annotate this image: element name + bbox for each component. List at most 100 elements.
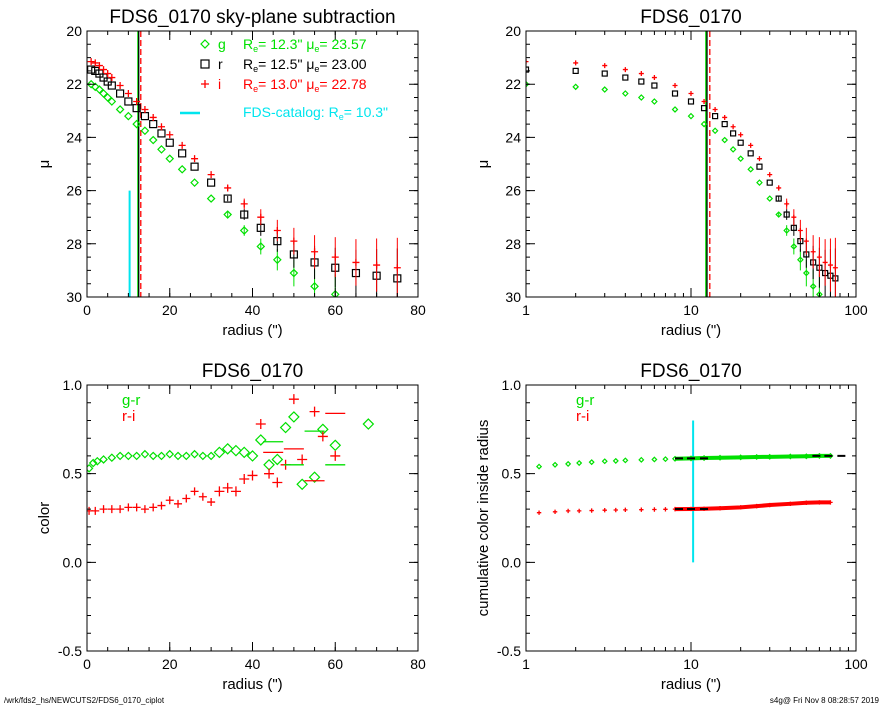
point-r-i	[190, 487, 199, 496]
point-ri	[804, 500, 809, 505]
point-ri	[602, 507, 607, 513]
legend-entry: FDS-catalog: Re= 10.3"	[243, 104, 388, 122]
y-tick-label: 1.0	[63, 377, 83, 393]
point-gr	[787, 453, 794, 460]
point-g-r	[148, 451, 158, 461]
point-g	[310, 282, 319, 291]
point-ri	[767, 502, 772, 508]
point-ri	[817, 500, 822, 505]
legend-symbol	[200, 39, 210, 49]
point-r	[721, 120, 728, 128]
point-i	[257, 213, 265, 221]
point-i	[87, 58, 95, 66]
point-ri	[663, 507, 668, 512]
point-gr	[622, 457, 629, 464]
point-i	[573, 60, 579, 66]
panel-1: FDS6_0170 sky-plane subtraction radius ("…	[36, 7, 426, 339]
point-i	[688, 91, 694, 97]
point-g	[671, 106, 679, 113]
point-ri	[754, 503, 759, 509]
point-g-r	[181, 451, 191, 461]
point-r	[572, 67, 579, 75]
point-gr	[601, 458, 608, 465]
point-g	[256, 242, 266, 251]
point-ri	[613, 507, 618, 513]
legend-entry: Re= 12.3" μe= 23.57	[243, 36, 367, 54]
point-r	[107, 81, 116, 90]
point-g	[721, 136, 729, 144]
point-i	[832, 265, 838, 271]
x-tick-label: 1	[522, 656, 530, 672]
x-axis-label: radius (")	[222, 676, 282, 693]
point-g	[783, 227, 791, 234]
point-r	[124, 97, 133, 106]
point-r	[766, 179, 773, 186]
point-g	[651, 98, 658, 105]
point-gr	[612, 457, 619, 464]
point-i	[602, 63, 608, 69]
x-axis-label: radius (")	[661, 322, 721, 339]
point-i	[240, 200, 248, 208]
series-ri	[674, 500, 831, 512]
y-tick-label: 24	[66, 129, 82, 145]
point-r	[687, 98, 695, 105]
point-g	[637, 94, 645, 101]
point-r	[790, 224, 797, 231]
x-axis-label: radius (")	[222, 322, 282, 339]
point-i	[100, 66, 108, 74]
point-gr	[576, 459, 583, 467]
point-g-r	[99, 455, 108, 464]
point-gr	[565, 460, 572, 467]
point-r	[240, 210, 249, 219]
point-g	[601, 86, 609, 93]
point-g	[766, 195, 774, 202]
point-g	[289, 268, 299, 278]
point-r	[651, 82, 658, 89]
point-r-i	[91, 506, 100, 515]
y-axis-label: μ	[36, 160, 53, 169]
point-r-i	[230, 486, 241, 497]
point-i	[207, 171, 215, 179]
point-r-i	[140, 505, 149, 514]
point-i	[722, 114, 728, 120]
point-g-r	[254, 434, 267, 446]
point-ri	[565, 508, 571, 514]
plot-frame	[525, 30, 857, 298]
y-tick-label: 0.0	[63, 554, 83, 570]
y-axis-label: μ	[475, 160, 492, 169]
x-tick-label: 80	[410, 656, 426, 672]
y-tick-label: 20	[66, 23, 82, 39]
point-r	[223, 194, 232, 203]
point-r-i	[288, 394, 299, 405]
y-tick-label: 30	[505, 289, 521, 305]
point-g	[157, 145, 166, 154]
point-g	[99, 89, 108, 98]
point-g-r	[296, 478, 308, 491]
point-ri	[788, 501, 793, 507]
point-gr	[651, 456, 658, 463]
y-tick-label: 26	[66, 183, 82, 199]
y-tick-label: 28	[505, 236, 521, 252]
point-i	[816, 254, 822, 260]
y-tick-label: 0.5	[63, 466, 83, 482]
point-i	[191, 155, 199, 163]
point-g-r	[279, 421, 292, 434]
point-g	[526, 80, 530, 88]
plot-area	[526, 31, 839, 297]
x-tick-label: 0	[83, 656, 91, 672]
point-i	[104, 70, 112, 78]
point-g	[124, 111, 133, 121]
point-g	[103, 93, 113, 102]
point-i	[738, 132, 744, 138]
point-g	[809, 283, 817, 290]
point-i	[108, 74, 116, 82]
point-gr	[662, 456, 669, 463]
point-g	[115, 105, 125, 114]
plot-area	[536, 420, 846, 563]
point-ri	[717, 506, 723, 511]
legend-symbol	[201, 80, 209, 88]
point-r-i	[116, 505, 125, 514]
point-g	[107, 97, 117, 106]
x-tick-label: 20	[162, 656, 178, 672]
